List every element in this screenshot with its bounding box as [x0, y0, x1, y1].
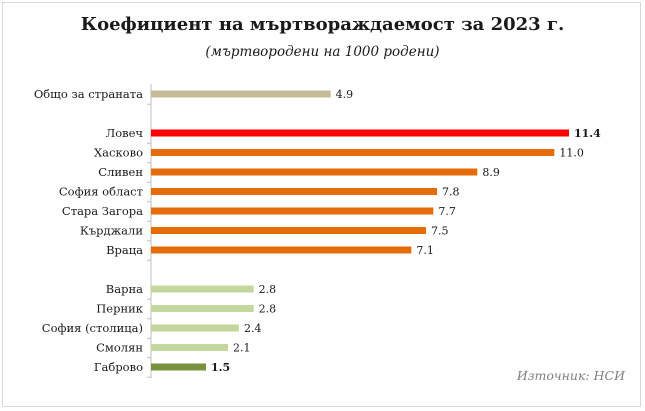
bar — [151, 207, 434, 215]
data-label: 2.1 — [233, 342, 251, 355]
category-label: Сливен — [98, 165, 143, 179]
data-label: 1.5 — [211, 361, 230, 374]
data-label: 2.4 — [244, 322, 262, 335]
data-label: 7.7 — [438, 205, 456, 218]
bar — [151, 149, 555, 156]
category-label: Стара Загора — [62, 204, 143, 218]
source-note: Източник: НСИ — [516, 368, 625, 383]
bar — [151, 188, 437, 195]
category-label: Габрово — [94, 360, 143, 374]
chart-title: Коефициент на мъртвораждаемост за 2023 г… — [80, 14, 565, 35]
bar — [151, 168, 478, 176]
category-label: Ловеч — [106, 126, 143, 140]
bar — [151, 129, 569, 137]
bar — [151, 227, 426, 234]
category-label: Враца — [106, 243, 143, 257]
category-label: София (столица) — [42, 321, 143, 335]
data-label: 7.5 — [431, 225, 449, 238]
category-label: Общо за страната — [34, 87, 143, 101]
data-label: 8.9 — [482, 166, 500, 179]
category-label: Варна — [106, 282, 143, 296]
category-label: Кърджали — [80, 224, 143, 238]
chart-frame — [2, 2, 641, 407]
data-label: 11.4 — [574, 127, 601, 140]
category-label: Хасково — [94, 146, 143, 160]
data-label: 2.8 — [259, 303, 277, 316]
bar — [151, 246, 412, 254]
bar — [151, 305, 254, 312]
data-label: 4.9 — [336, 88, 354, 101]
chart-subtitle: (мъртвородени на 1000 родени) — [205, 44, 440, 60]
bar — [151, 90, 331, 98]
category-label: Перник — [96, 302, 144, 316]
data-label: 11.0 — [559, 147, 584, 160]
category-label: Смолян — [96, 341, 143, 355]
category-label: София област — [59, 185, 143, 199]
data-label: 7.1 — [416, 244, 434, 257]
bar — [151, 324, 239, 332]
data-label: 7.8 — [442, 186, 460, 199]
data-label: 2.8 — [259, 283, 277, 296]
bar — [151, 285, 254, 293]
bar — [151, 363, 206, 371]
bar — [151, 344, 228, 351]
